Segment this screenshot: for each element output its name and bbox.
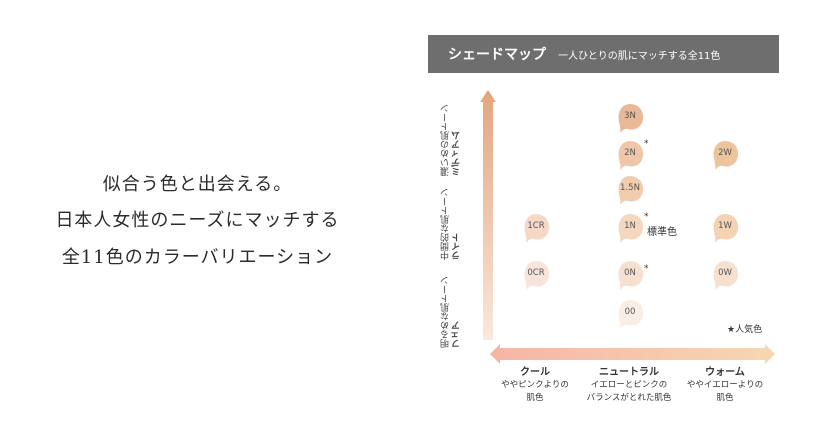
- shade-code-0w: 0W: [718, 268, 732, 278]
- vertical-label-light-desc: 中間的な肌トーン: [441, 188, 451, 260]
- shade-code-1-5n: 1.5N: [620, 183, 640, 193]
- column-label-warm-name: ウォーム: [705, 367, 745, 378]
- swatch-shape: [524, 261, 550, 290]
- popular-legend: ★人気色: [727, 325, 763, 335]
- shade-swatch-2n: 2N: [613, 137, 647, 171]
- swatch-shape: [524, 214, 550, 243]
- horizontal-axis-arrow: [490, 344, 775, 364]
- shade-swatch-3n: 3N: [613, 100, 647, 134]
- vertical-label-medium-desc: 濃いめの肌トーン: [441, 104, 451, 176]
- tagline-line-3: 全11色のカラーバリエーション: [61, 247, 334, 268]
- swatch-shape: [618, 176, 644, 205]
- column-label-warm-desc-1: ややイエローよりの: [686, 380, 764, 390]
- column-label-cool-desc-1: ややピンクよりの: [501, 380, 569, 390]
- swatch-shape: [713, 261, 739, 290]
- tagline-line-2: 日本人女性のニーズにマッチする: [55, 210, 340, 231]
- shade-map-subtitle: 一人ひとりの肌にマッチする全11色: [558, 50, 721, 62]
- column-label-neutral-desc-2: バランスがとれた肌色: [586, 393, 672, 403]
- shade-code-1w: 1W: [718, 221, 732, 231]
- shade-code-2n: 2N: [624, 148, 636, 158]
- swatch-shape: [618, 214, 644, 243]
- swatch-shape: [618, 141, 644, 170]
- swatch-shape: [713, 141, 739, 170]
- column-label-neutral: ニュートラル イエローとピンクの バランスがとれた肌色: [574, 366, 684, 405]
- swatch-shape: [618, 104, 644, 133]
- shade-swatch-1cr: 1CR: [519, 210, 553, 244]
- shade-map-title: シェードマップ: [448, 47, 546, 63]
- column-label-cool-name: クール: [520, 367, 550, 378]
- vertical-label-medium: 濃いめの肌トーン ミディアム: [441, 96, 463, 176]
- swatch-shape: [713, 214, 739, 243]
- shade-code-0cr: 0CR: [527, 268, 545, 278]
- shade-map-header: シェードマップ 一人ひとりの肌にマッチする全11色: [428, 35, 779, 73]
- shade-code-1cr: 1CR: [527, 221, 545, 231]
- shade-swatch-0n: 0N: [613, 257, 647, 291]
- vertical-label-fair-name: フェア: [452, 321, 462, 348]
- vertical-label-light: 中間的な肌トーン ライト: [441, 180, 463, 260]
- column-label-warm-desc-2: 肌色: [716, 393, 734, 403]
- swatch-shape: [618, 261, 644, 290]
- standard-color-label: 標準色: [647, 227, 677, 238]
- popular-star-0n: *: [644, 264, 649, 274]
- vertical-axis-arrow: [480, 90, 496, 340]
- column-label-neutral-desc-1: イエローとピンクの: [590, 380, 668, 390]
- shade-swatch-0w: 0W: [708, 257, 742, 291]
- shade-swatch-1-5n: 1.5N: [613, 172, 647, 206]
- shade-swatch-1w: 1W: [708, 210, 742, 244]
- column-label-cool-desc-2: 肌色: [526, 393, 544, 403]
- tagline-line-1: 似合う色と出会える。: [102, 174, 293, 195]
- shade-code-2w: 2W: [718, 148, 732, 158]
- swatch-shape: [618, 300, 644, 329]
- popular-star-2n: *: [644, 139, 649, 149]
- vertical-label-fair: 明るめな肌トーン フェア: [441, 268, 463, 348]
- shade-swatch-0cr: 0CR: [519, 257, 553, 291]
- popular-star-1n: *: [644, 212, 649, 222]
- shade-code-00: 00: [624, 307, 636, 317]
- shade-swatch-2w: 2W: [708, 137, 742, 171]
- vertical-label-light-name: ライト: [452, 233, 462, 260]
- shade-swatch-00: 00: [613, 296, 647, 330]
- column-label-cool: クール ややピンクよりの 肌色: [480, 366, 590, 405]
- column-label-neutral-name: ニュートラル: [599, 367, 659, 378]
- column-label-warm: ウォーム ややイエローよりの 肌色: [670, 366, 780, 405]
- vertical-label-medium-name: ミディアム: [452, 131, 462, 176]
- shade-code-0n: 0N: [624, 268, 636, 278]
- shade-code-3n: 3N: [624, 111, 636, 121]
- vertical-label-fair-desc: 明るめな肌トーン: [441, 276, 451, 348]
- shade-code-1n: 1N: [624, 221, 636, 231]
- shade-swatch-1n: 1N: [613, 210, 647, 244]
